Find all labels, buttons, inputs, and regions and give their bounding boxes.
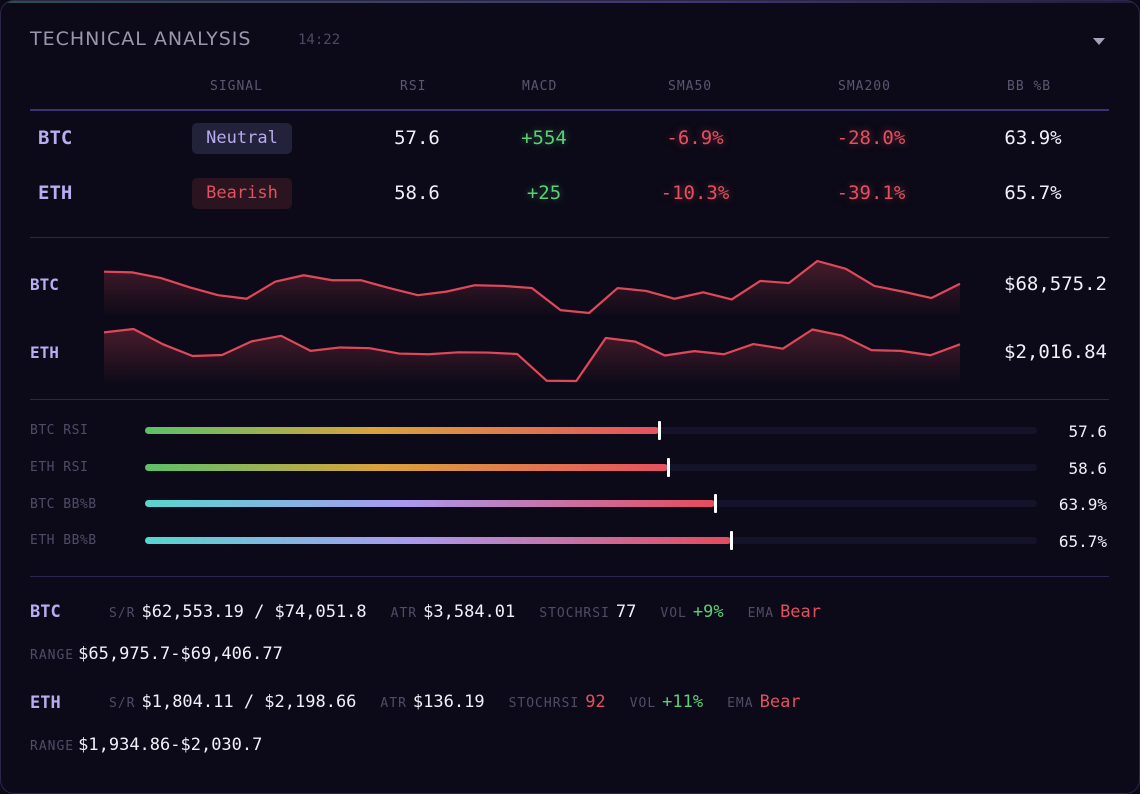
table-divider xyxy=(30,237,1109,238)
bar-fill-btc-rsi xyxy=(145,427,659,434)
bar-label-btc-rsi: BTC RSI xyxy=(30,423,89,438)
row-symbol-eth: ETH xyxy=(38,182,73,204)
ema-value-eth: Bear xyxy=(759,692,801,712)
bar-value-btc-rsi: 57.6 xyxy=(1068,422,1107,441)
macd-eth: +25 xyxy=(526,182,562,204)
detail-symbol-btc: BTC xyxy=(30,602,61,622)
sma200-eth: -39.1% xyxy=(836,182,906,204)
sparkline-area-eth xyxy=(104,329,960,385)
bar-track-eth-bb xyxy=(145,531,1037,550)
col-rsi: RSI xyxy=(400,79,427,94)
vol-value-btc: +9% xyxy=(692,602,724,622)
sr-value-eth: $1,804.11 / $2,198.66 xyxy=(141,692,357,712)
bar-value-eth-bb: 65.7% xyxy=(1058,532,1107,551)
header-divider xyxy=(30,109,1109,111)
bar-track-eth-rsi xyxy=(145,458,1037,477)
sma200-btc: -28.0% xyxy=(836,127,906,149)
sr-label: S/R xyxy=(109,696,136,711)
range-value-eth: $1,934.86-$2,030.7 xyxy=(78,735,263,755)
detail-range-btc: RANGE $65,975.7-$69,406.77 xyxy=(30,644,307,664)
bars-divider xyxy=(30,576,1109,577)
atr-label: ATR xyxy=(380,696,407,711)
spark-price-eth: $2,016.84 xyxy=(1004,341,1107,363)
top-accent-line xyxy=(1,1,1139,3)
rsi-btc: 57.6 xyxy=(394,127,440,149)
col-macd: MACD xyxy=(522,79,558,94)
col-bb: BB %B xyxy=(1007,79,1052,94)
bar-marker-eth-rsi xyxy=(666,458,670,477)
sr-value-btc: $62,553.19 / $74,051.8 xyxy=(141,602,367,622)
sparkline-eth xyxy=(103,327,961,385)
ema-label: EMA xyxy=(747,606,775,621)
vol-value-eth: +11% xyxy=(662,692,704,712)
atr-label: ATR xyxy=(390,606,418,621)
stochrsi-value-eth: 92 xyxy=(585,692,606,712)
ema-label: EMA xyxy=(727,696,754,711)
signal-badge-eth: Bearish xyxy=(192,178,292,209)
col-sma200: SMA200 xyxy=(838,79,891,94)
stochrsi-value-btc: 77 xyxy=(615,602,637,622)
panel-title: TECHNICAL ANALYSIS xyxy=(30,28,252,50)
bb-eth: 65.7% xyxy=(1004,182,1062,204)
detail-row-btc: S/R $62,553.19 / $74,051.8 ATR $3,584.01 STO… xyxy=(109,602,845,622)
bar-marker-btc-bb xyxy=(713,494,717,513)
sr-label: S/R xyxy=(109,606,136,621)
bar-label-eth-rsi: ETH RSI xyxy=(30,460,89,475)
rsi-eth: 58.6 xyxy=(394,182,440,204)
bar-value-eth-rsi: 58.6 xyxy=(1068,459,1107,478)
sma50-btc: -6.9% xyxy=(666,127,724,149)
detail-symbol-eth: ETH xyxy=(30,693,61,713)
ema-value-btc: Bear xyxy=(780,602,822,622)
collapse-chevron-icon[interactable] xyxy=(1093,38,1105,45)
bar-value-btc-bb: 63.9% xyxy=(1058,495,1107,514)
panel-timestamp: 14:22 xyxy=(298,32,341,48)
bar-track-btc-bb xyxy=(145,494,1037,513)
bar-fill-eth-rsi xyxy=(145,464,668,471)
range-label: RANGE xyxy=(30,739,75,754)
bar-track-btc-rsi xyxy=(145,421,1037,440)
detail-range-eth: RANGE $1,934.86-$2,030.7 xyxy=(30,735,286,755)
bb-btc: 63.9% xyxy=(1004,127,1062,149)
spark-price-btc: $68,575.2 xyxy=(1004,273,1107,295)
bar-label-btc-bb: BTC BB%B xyxy=(30,497,97,512)
sparkline-line-btc xyxy=(103,259,961,315)
col-sma50: SMA50 xyxy=(668,79,713,94)
spark-label-btc: BTC xyxy=(30,275,59,294)
atr-value-eth: $136.19 xyxy=(412,692,485,712)
sparkline-divider xyxy=(30,399,1109,400)
signal-badge-btc: Neutral xyxy=(192,123,292,154)
bar-fill-eth-bb xyxy=(145,537,732,544)
sparkline-line-eth xyxy=(103,327,961,383)
spark-label-eth: ETH xyxy=(30,343,59,362)
vol-label: VOL xyxy=(660,606,687,621)
range-label: RANGE xyxy=(30,648,75,663)
vol-label: VOL xyxy=(629,696,657,711)
range-value-btc: $65,975.7-$69,406.77 xyxy=(78,644,283,664)
macd-btc: +554 xyxy=(521,127,567,149)
bar-marker-eth-bb xyxy=(730,531,734,550)
atr-value-btc: $3,584.01 xyxy=(423,602,516,622)
sma50-eth: -10.3% xyxy=(660,182,730,204)
bar-label-eth-bb: ETH BB%B xyxy=(30,533,97,548)
col-signal: SIGNAL xyxy=(210,79,263,94)
sparkline-btc xyxy=(103,259,961,317)
row-symbol-btc: BTC xyxy=(38,127,73,149)
stochrsi-label: STOCHRSI xyxy=(508,696,580,711)
bar-fill-btc-bb xyxy=(145,500,715,507)
detail-row-eth: S/R $1,804.11 / $2,198.66 ATR $136.19 STOCHR… xyxy=(109,692,825,712)
bar-marker-btc-rsi xyxy=(657,421,661,440)
stochrsi-label: STOCHRSI xyxy=(539,606,610,621)
